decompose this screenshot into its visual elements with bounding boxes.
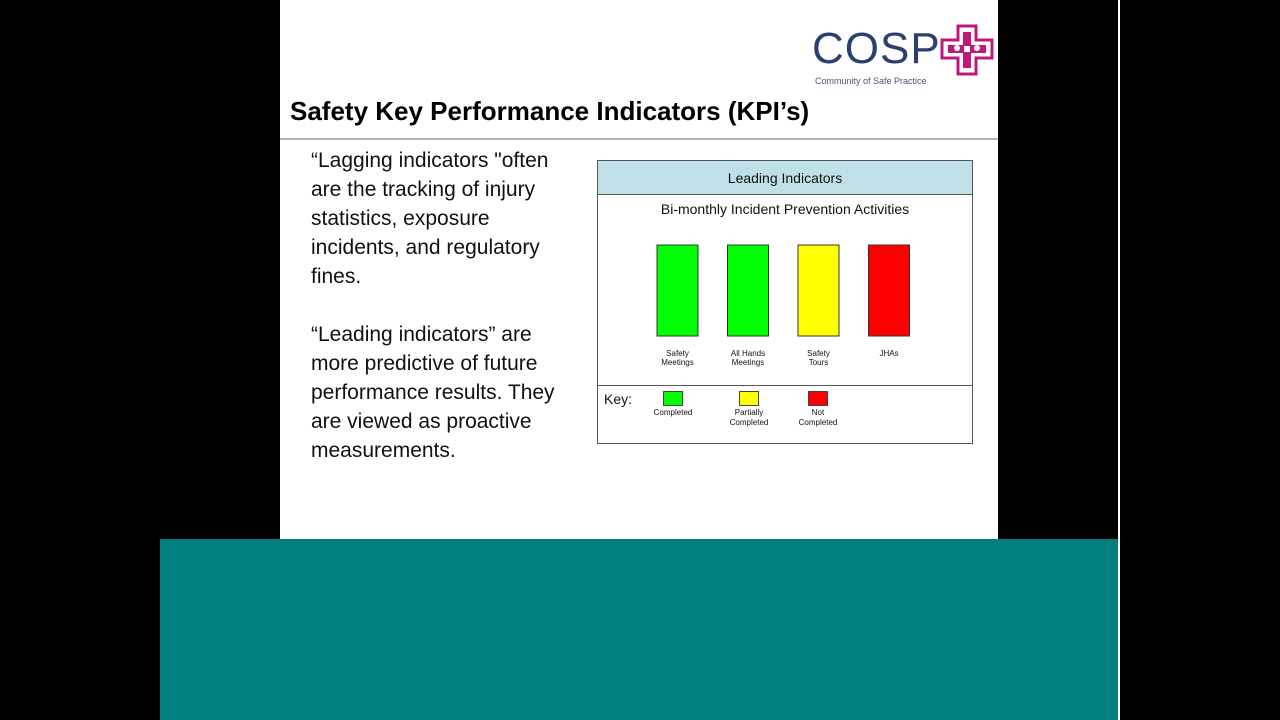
category-label-1: All Hands Meetings bbox=[731, 349, 765, 367]
logo-text: COSP bbox=[812, 24, 941, 73]
category-label-0: Safety Meetings bbox=[661, 349, 693, 367]
logo-subtitle: Community of Safe Practice bbox=[815, 76, 927, 86]
bar-0 bbox=[656, 244, 699, 337]
title-divider bbox=[280, 138, 998, 140]
bar-2 bbox=[797, 244, 840, 337]
chart-subtitle: Bi-monthly Incident Prevention Activitie… bbox=[660, 201, 910, 217]
cosp-logo: COSP Community of Safe Practice bbox=[812, 24, 994, 90]
leading-indicators-chart: Leading Indicators Bi-monthly Incident P… bbox=[597, 160, 973, 444]
caption-band bbox=[160, 539, 1118, 720]
key-label: Key: bbox=[604, 391, 633, 407]
key-swatch-0 bbox=[663, 391, 683, 406]
edge-strip bbox=[1118, 0, 1120, 720]
key-item-0: Completed bbox=[638, 391, 708, 418]
slide-title: Safety Key Performance Indicators (KPI’s… bbox=[290, 96, 810, 126]
key-swatch-1 bbox=[739, 391, 759, 406]
letterbox-right bbox=[998, 0, 1118, 540]
medical-cross-icon bbox=[940, 24, 994, 76]
leading-paragraph: “Leading indicators” are more predictive… bbox=[311, 323, 555, 462]
chart-plot: Safety Meetings All Hands Meetings Safety Tou… bbox=[656, 244, 910, 367]
key-label-1: Partially Completed bbox=[729, 408, 769, 427]
key-item-1: Partially Completed bbox=[714, 391, 784, 428]
category-label-2: Safety Tours bbox=[807, 349, 830, 367]
bar-1 bbox=[727, 244, 769, 337]
chart-title: Leading Indicators bbox=[598, 161, 972, 195]
key-label-0: Completed bbox=[653, 408, 693, 417]
key-item-2: Not Completed bbox=[783, 391, 853, 428]
key-divider bbox=[598, 385, 972, 386]
category-label-3: JHAs bbox=[879, 349, 898, 358]
bar-3 bbox=[868, 244, 910, 337]
key-swatch-2 bbox=[808, 391, 828, 406]
lagging-paragraph: “Lagging indicators "often are the track… bbox=[311, 149, 549, 288]
slide-body: “Lagging indicators "often are the track… bbox=[311, 146, 571, 465]
key-label-2: Not Completed bbox=[798, 408, 838, 427]
